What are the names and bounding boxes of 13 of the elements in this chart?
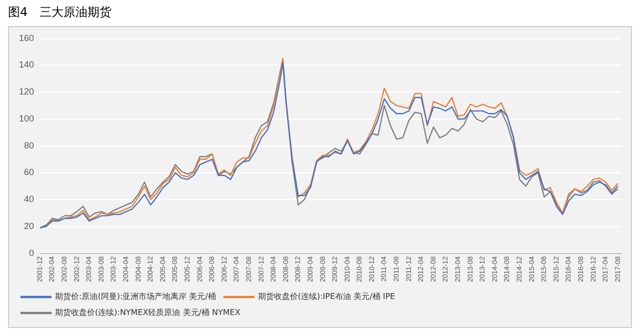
y-tick-label: 0 [29,248,34,258]
y-tick-label: 60 [24,167,34,178]
y-tick-label: 40 [24,194,34,204]
y-tick-label: 100 [18,113,34,124]
y-tick-label: 160 [18,32,34,43]
y-tick-label: 20 [24,220,34,231]
legend-label: 期货价:原油(阿曼):亚洲市场产地离岸 美元/桶 [55,292,216,302]
chart-title: 图4 三大原油期货 [7,4,113,21]
legend-label: 期货收盘价(连续):IPE布油 美元/桶 IPE [258,292,396,302]
y-tick-label: 120 [18,86,34,97]
y-tick-label: 80 [24,140,34,150]
legend-label: 期货收盘价(连续):NYMEX轻质原油 美元/桶 NYMEX [55,308,241,318]
y-tick-label: 140 [18,60,34,70]
